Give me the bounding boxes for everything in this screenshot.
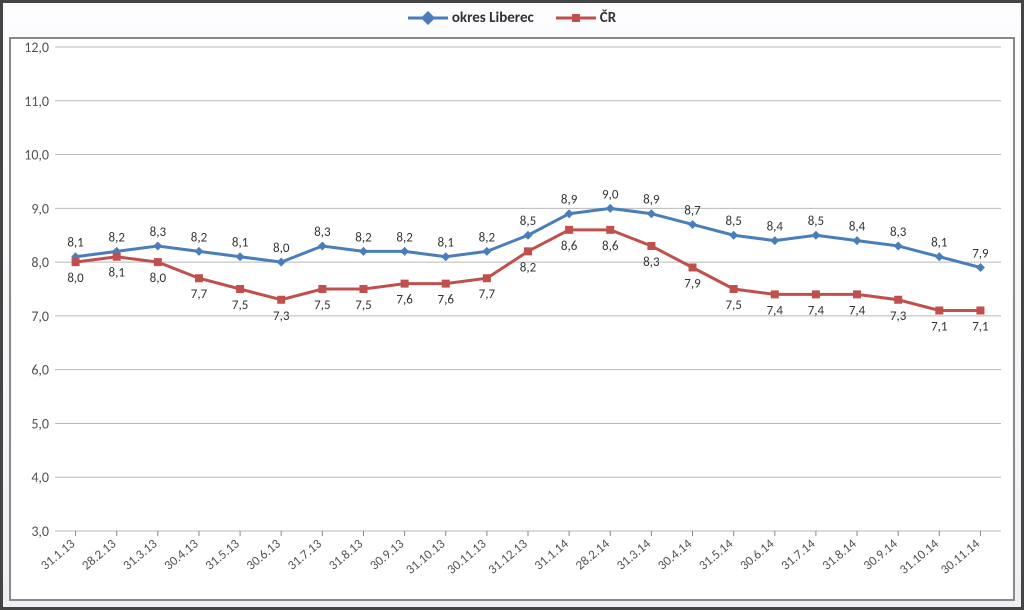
svg-text:6,0: 6,0 [31,362,49,379]
svg-text:30.11.13: 30.11.13 [444,536,489,577]
svg-text:7,1: 7,1 [931,320,947,335]
svg-text:7,4: 7,4 [849,303,866,318]
svg-text:30.11.14: 30.11.14 [938,536,983,577]
svg-text:8,9: 8,9 [561,193,578,208]
svg-text:8,1: 8,1 [108,266,124,281]
svg-text:30.9.13: 30.9.13 [367,536,407,573]
svg-text:31.3.14: 31.3.14 [614,536,654,573]
legend: okres Liberec ČR [3,9,1021,27]
legend-label: ČR [600,9,616,27]
svg-text:8,1: 8,1 [438,236,454,251]
svg-text:7,5: 7,5 [355,298,371,313]
svg-text:8,0: 8,0 [67,271,84,286]
svg-text:30.4.14: 30.4.14 [655,536,695,573]
svg-text:31.10.14: 31.10.14 [897,536,942,577]
svg-text:8,7: 8,7 [684,203,701,218]
svg-text:8,2: 8,2 [396,230,413,245]
legend-item-liberec: okres Liberec [408,9,534,27]
svg-text:7,0: 7,0 [31,308,49,325]
svg-text:31.12.13: 31.12.13 [486,536,531,577]
svg-text:31.5.13: 31.5.13 [203,536,243,573]
svg-text:8,5: 8,5 [808,214,824,229]
svg-text:8,3: 8,3 [314,225,331,240]
svg-text:8,2: 8,2 [108,230,125,245]
svg-text:8,1: 8,1 [67,236,83,251]
svg-text:8,5: 8,5 [725,214,741,229]
svg-text:8,4: 8,4 [767,220,784,235]
svg-text:31.3.13: 31.3.13 [120,536,160,573]
svg-text:8,0: 8,0 [150,271,167,286]
svg-text:8,0: 8,0 [31,254,49,271]
svg-text:7,7: 7,7 [191,287,208,302]
svg-text:7,3: 7,3 [890,309,907,324]
svg-text:7,3: 7,3 [273,309,290,324]
svg-text:7,4: 7,4 [808,303,825,318]
svg-text:4,0: 4,0 [31,469,49,486]
svg-text:10,0: 10,0 [24,147,49,164]
svg-text:31.1.13: 31.1.13 [38,536,78,573]
svg-text:7,5: 7,5 [725,298,741,313]
svg-text:8,4: 8,4 [849,220,866,235]
svg-text:30.6.14: 30.6.14 [737,536,777,573]
svg-text:7,7: 7,7 [479,287,496,302]
svg-text:7,9: 7,9 [972,246,989,261]
svg-text:8,6: 8,6 [602,239,619,254]
svg-text:31.7.14: 31.7.14 [779,536,819,573]
svg-text:11,0: 11,0 [24,93,49,110]
svg-text:8,3: 8,3 [890,225,907,240]
svg-text:3,0: 3,0 [31,523,49,540]
svg-text:8,2: 8,2 [479,230,496,245]
svg-text:7,4: 7,4 [767,303,784,318]
svg-text:31.1.14: 31.1.14 [532,536,572,573]
chart-frame: okres Liberec ČR 3,0 4,0 5,0 6,0 7,0 8,0 9,0 10… [0,0,1024,610]
legend-label: okres Liberec [452,9,534,27]
svg-text:30.9.14: 30.9.14 [861,536,901,573]
svg-text:7,6: 7,6 [396,293,413,308]
svg-text:31.5.14: 31.5.14 [696,536,736,573]
plot-area: 3,0 4,0 5,0 6,0 7,0 8,0 9,0 10,0 11,0 12,0 31.1.13… [9,37,1015,601]
chart-svg: 3,0 4,0 5,0 6,0 7,0 8,0 9,0 10,0 11,0 12,0 31.1.13… [11,39,1013,599]
svg-text:8,3: 8,3 [150,225,167,240]
svg-text:8,6: 8,6 [561,239,578,254]
svg-text:30.4.13: 30.4.13 [162,536,202,573]
svg-text:7,5: 7,5 [232,298,248,313]
svg-text:8,9: 8,9 [643,193,660,208]
legend-item-cr: ČR [556,9,616,27]
svg-text:31.10.13: 31.10.13 [403,536,448,577]
svg-text:30.6.13: 30.6.13 [244,536,284,573]
svg-text:8,2: 8,2 [520,260,537,275]
svg-text:7,5: 7,5 [314,298,330,313]
svg-text:8,3: 8,3 [643,255,660,270]
svg-text:8,2: 8,2 [355,230,372,245]
svg-text:8,2: 8,2 [191,230,208,245]
svg-text:8,0: 8,0 [273,241,290,256]
svg-text:9,0: 9,0 [31,200,49,217]
svg-text:7,1: 7,1 [972,320,988,335]
svg-text:9,0: 9,0 [602,187,619,202]
svg-text:7,6: 7,6 [438,293,455,308]
svg-text:31.7.13: 31.7.13 [285,536,325,573]
svg-text:28.2.13: 28.2.13 [79,536,119,573]
svg-text:28.2.14: 28.2.14 [573,536,613,573]
svg-text:7,9: 7,9 [684,276,701,291]
svg-text:5,0: 5,0 [31,415,49,432]
svg-text:8,1: 8,1 [232,236,248,251]
svg-text:8,5: 8,5 [520,214,536,229]
svg-text:12,0: 12,0 [24,39,49,56]
svg-text:31.8.14: 31.8.14 [820,536,860,573]
svg-text:8,1: 8,1 [931,236,947,251]
svg-text:31.8.13: 31.8.13 [326,536,366,573]
